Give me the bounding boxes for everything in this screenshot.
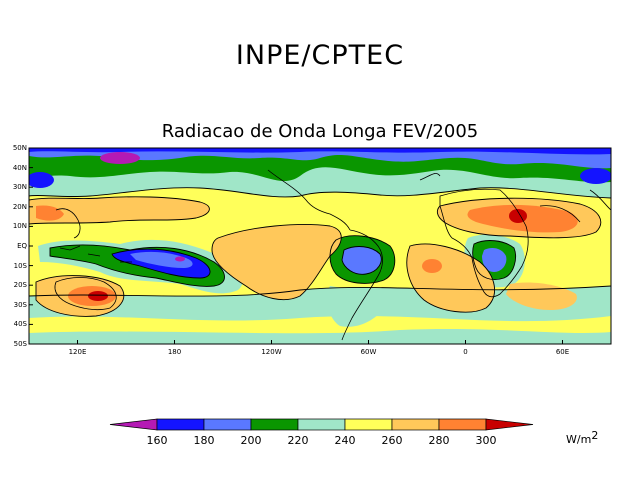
lon-label: 180 — [167, 348, 182, 356]
field-spcz-min — [175, 256, 185, 262]
colorbar-arrow-low — [109, 418, 158, 431]
field-asia-blue — [29, 172, 54, 188]
colorbar-segment — [391, 418, 440, 431]
field-east-blue — [580, 168, 611, 184]
field-asia-orange — [29, 196, 210, 224]
field-atlantic-hot — [422, 259, 442, 273]
field-africa-blue — [482, 248, 507, 272]
field-amazon-blue — [342, 246, 382, 275]
lat-label: 30S — [13, 300, 27, 309]
lat-label: 50S — [13, 340, 27, 348]
lat-label: 50N — [12, 144, 27, 152]
colorbar-segment — [250, 418, 299, 431]
colorbar — [109, 418, 534, 431]
colorbar-segment — [344, 418, 393, 431]
colorbar-level: 300 — [475, 434, 497, 447]
field-spcz-lightblue — [130, 251, 193, 268]
colorbar-level: 260 — [381, 434, 403, 447]
coastlines — [54, 169, 611, 341]
colorbar-level: 200 — [240, 434, 262, 447]
map-title: Radiacao de Onda Longa FEV/2005 — [161, 121, 479, 142]
field-sa-south — [326, 286, 390, 327]
map-field — [29, 148, 611, 344]
lon-label: 60E — [555, 348, 570, 356]
page-title: INPE/CPTEC — [235, 40, 405, 71]
lon-label: 120W — [261, 348, 282, 356]
lat-label: EQ — [17, 242, 27, 250]
colorbar-segment — [297, 418, 346, 431]
units-label: W/m2 — [566, 429, 599, 446]
colorbar-level: 240 — [334, 434, 356, 447]
colorbar-segment — [156, 418, 205, 431]
colorbar-segment — [203, 418, 252, 431]
lon-label: 60W — [360, 348, 377, 356]
colorbar-level: 160 — [146, 434, 168, 447]
field-min-pacific-north — [100, 152, 140, 164]
axis-ticks — [29, 147, 563, 345]
lat-label: 20N — [12, 202, 27, 211]
lat-label: 30N — [12, 183, 27, 192]
colorbar-level: 280 — [428, 434, 450, 447]
lat-label: 10S — [13, 261, 27, 270]
lat-label: 40S — [13, 320, 27, 329]
lon-label: 120E — [68, 348, 87, 356]
field-pacific-orange — [212, 224, 342, 300]
field-north-blue — [29, 148, 611, 169]
field-australia-max — [88, 291, 108, 301]
lat-label: 40N — [12, 163, 27, 172]
field-north-darkblue — [29, 148, 611, 155]
colorbar-arrow-high — [485, 418, 534, 431]
contour-lines — [29, 187, 611, 317]
lon-label: 0 — [463, 348, 468, 356]
colorbar-level: 220 — [287, 434, 309, 447]
lat-label: 10N — [12, 222, 27, 231]
colorbar-segment — [438, 418, 487, 431]
lat-label: 20S — [13, 281, 27, 290]
colorbar-level: 180 — [193, 434, 215, 447]
